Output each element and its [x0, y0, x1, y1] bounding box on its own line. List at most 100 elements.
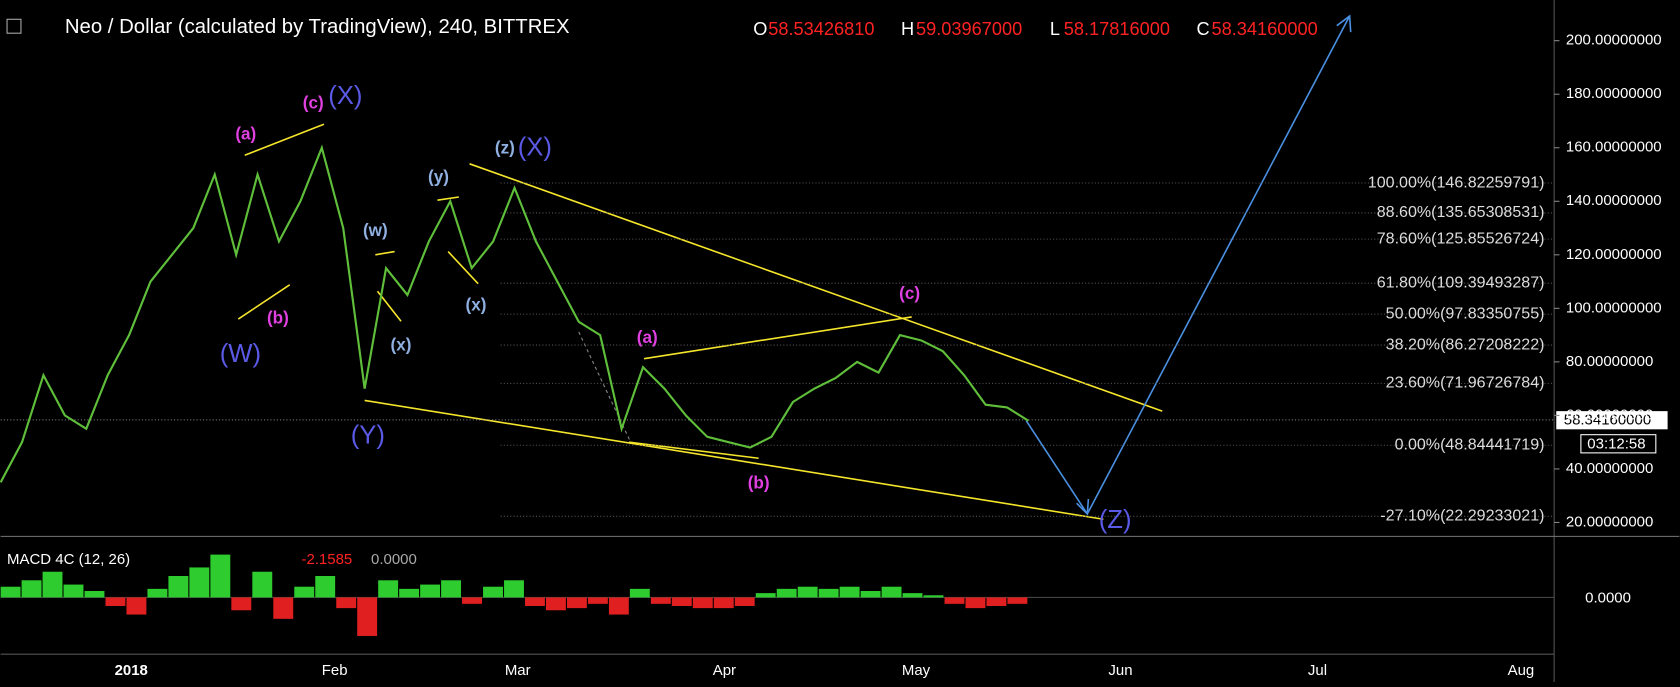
macd-bar	[105, 597, 126, 606]
ohlc-value: 59.03967000	[916, 19, 1022, 39]
fib-label: 100.00%(146.82259791)	[1368, 173, 1545, 191]
wave-label: (X)	[518, 134, 552, 162]
y-tick-label: 40.00000000	[1566, 460, 1653, 477]
macd-bar	[525, 597, 545, 606]
macd-bar	[608, 597, 629, 615]
macd-bar	[504, 580, 524, 598]
ohlc-label: C	[1197, 19, 1210, 39]
y-tick-label: 80.00000000	[1566, 353, 1653, 370]
macd-value: 0.0000	[371, 551, 417, 568]
macd-bar	[462, 597, 482, 604]
macd-bar	[944, 597, 965, 604]
fib-label: 50.00%(97.83350755)	[1386, 304, 1545, 322]
macd-bar	[147, 588, 168, 598]
projection-arrows	[1025, 14, 1352, 516]
macd-bar	[860, 590, 881, 598]
macd-axis-label: 0.0000	[1585, 589, 1631, 606]
wave-label: (b)	[748, 472, 770, 492]
symbol: Neo / Dollar (calculated by TradingView)…	[65, 16, 570, 38]
y-tick-label: 180.00000000	[1566, 85, 1662, 102]
macd-bar	[336, 597, 357, 609]
macd-bar	[776, 588, 797, 598]
macd-bar	[713, 597, 734, 609]
y-tick-label: 140.00000000	[1566, 192, 1662, 209]
y-tick-label: 20.00000000	[1566, 513, 1653, 530]
macd-bar	[965, 597, 986, 609]
x-tick-label: May	[902, 662, 931, 679]
macd-bar	[63, 584, 84, 598]
macd-bar	[797, 586, 818, 598]
macd-bar	[84, 590, 105, 598]
price-tag	[1556, 411, 1668, 430]
wave-label: (a)	[235, 123, 256, 143]
macd-bar	[755, 593, 776, 598]
y-tick-label: 60.00000000	[1566, 406, 1653, 423]
macd-bar	[441, 580, 462, 598]
macd-bar	[1007, 597, 1028, 604]
macd-title: MACD 4C (12, 26)	[7, 551, 130, 568]
macd-bar	[420, 584, 441, 598]
macd-bar	[483, 586, 503, 598]
y-tick-label: 160.00000000	[1566, 139, 1662, 156]
wave-label: (Y)	[351, 422, 385, 450]
macd-bar	[273, 597, 294, 619]
wave-label: (c)	[899, 283, 920, 303]
ohlc-value: 58.34160000	[1212, 19, 1318, 39]
macd-bar	[21, 580, 42, 598]
macd-bar	[378, 580, 399, 598]
macd-bar	[839, 586, 860, 598]
ohlc-value: 58.17816000	[1064, 19, 1170, 39]
fib-label: 0.00%(48.84441719)	[1395, 436, 1545, 454]
macd-bar	[0, 586, 21, 598]
countdown: 03:12:58	[1587, 435, 1645, 452]
macd-bar	[399, 588, 420, 598]
fib-label: 38.20%(86.27208222)	[1386, 335, 1545, 353]
wave-label: (x)	[466, 295, 487, 315]
wave-label: (y)	[428, 166, 449, 186]
wave-label: (w)	[363, 220, 388, 240]
macd-bar	[566, 597, 587, 609]
ohlc-label: H	[901, 19, 914, 39]
wave-label: (c)	[303, 92, 324, 112]
wave-label: (z)	[495, 137, 515, 157]
fib-label: -27.10%(22.29233021)	[1380, 507, 1544, 525]
macd-bar	[923, 595, 944, 598]
trend-lines	[237, 123, 1163, 521]
macd-bar	[189, 567, 210, 598]
collapse-button[interactable]	[6, 18, 22, 34]
fib-label: 61.80%(109.39493287)	[1377, 273, 1545, 291]
macd-bar	[881, 586, 902, 598]
macd-bar	[986, 597, 1007, 606]
macd-bar	[587, 597, 608, 604]
macd-bar	[357, 597, 378, 636]
macd-bar	[252, 571, 273, 598]
x-tick-label: Aug	[1508, 662, 1535, 679]
macd-bar	[629, 588, 650, 598]
macd-bar	[315, 576, 336, 598]
ohlc-value: 58.53426810	[768, 19, 874, 39]
dashed-line	[578, 331, 631, 442]
ohlc-label: O	[753, 19, 767, 39]
x-tick-label: Jun	[1108, 662, 1132, 679]
macd-value: -2.1585	[301, 551, 352, 568]
wave-label: (a)	[637, 327, 658, 347]
y-tick-label: 200.00000000	[1566, 32, 1662, 49]
macd-bar	[734, 597, 755, 606]
y-tick-label: 120.00000000	[1566, 246, 1662, 263]
fib-label: 23.60%(71.96726784)	[1386, 374, 1545, 392]
y-tick-label: 100.00000000	[1566, 299, 1662, 316]
macd-bar	[42, 571, 63, 598]
macd-bar	[126, 597, 147, 615]
ohlc-label: L	[1050, 19, 1060, 39]
macd-bar	[671, 597, 692, 606]
macd-bar	[231, 597, 252, 611]
fib-label: 88.60%(135.65308531)	[1377, 203, 1545, 221]
wave-label: (W)	[220, 340, 261, 368]
wave-label: (x)	[391, 334, 412, 354]
macd-bar	[902, 593, 923, 598]
macd-bar	[294, 586, 315, 598]
wave-label: (b)	[267, 308, 289, 328]
